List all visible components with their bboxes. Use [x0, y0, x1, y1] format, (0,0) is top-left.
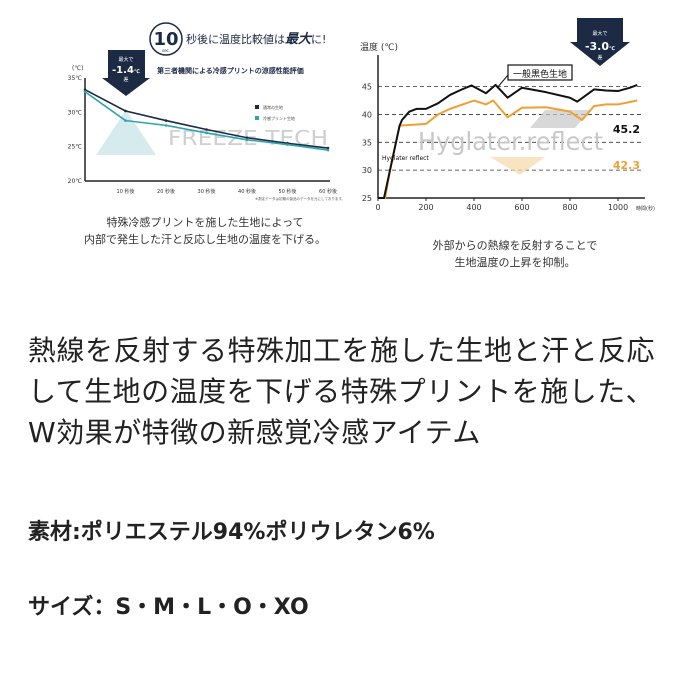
x-axis-label-right: 時間(秒) [636, 205, 655, 212]
svg-text:秒後に温度比較値は最大に!: 秒後に温度比較値は最大に! [186, 31, 326, 47]
legend-label-cool: 冷感プリント生地 [263, 115, 295, 121]
footnote: ※測定データは初期の製品のデータを元にしております。 [255, 196, 345, 201]
chart-subtitle: 第三者機関による冷感プリントの涼感性能評価 [157, 66, 304, 75]
x-tick-label: 10 秒後 [117, 188, 135, 195]
y-tick-label: 20℃ [68, 178, 83, 185]
arrow-label-bottom: 差 [123, 76, 128, 83]
charts-graphic: 10 sec. 秒後に温度比較値は最大に! 第三者機関による冷感プリントの涼感性… [68, 18, 655, 212]
y-tick-label: 30℃ [68, 109, 83, 116]
data-point [83, 90, 87, 94]
y-tick-label: 45 [362, 83, 372, 92]
x-tick-label: 600 [514, 203, 529, 212]
headline: 10 sec. 秒後に温度比較値は最大に! 第三者機関による冷感プリントの涼感性… [149, 22, 326, 75]
hyglater-watermark: Hyglater.reflect [418, 127, 603, 156]
freeze-tech-badge-text: FREEZE TECH [109, 156, 144, 162]
legend-swatch-normal [255, 105, 259, 109]
right-caption-line1: 外部からの熱線を反射することで [432, 239, 598, 252]
arrow-value-right: -3.0 [585, 40, 609, 53]
material-spec: 素材:ポリエステル94%ポリウレタン6% [28, 520, 435, 545]
svg-text:-3.0℃: -3.0℃ [585, 40, 615, 53]
x-tick-label: 60 秒後 [319, 188, 337, 195]
headline-text-a: 秒後に温度比較値は [186, 32, 285, 46]
data-point [164, 124, 168, 127]
product-description: 熱線を反射する特殊加工を施した生地と汗と反応 して生地の温度を下げる特殊プリント… [28, 330, 655, 453]
headline-text-b: に! [311, 33, 326, 46]
left-caption: 特殊冷感プリントを施した生地によって 内部で発生した汗と反応し生地の温度を下げる… [60, 214, 350, 248]
arrow-label-top-right: 最大で [592, 30, 607, 37]
svg-text:-1.4℃: -1.4℃ [112, 65, 140, 76]
y-tick-label: 35 [362, 138, 372, 147]
y-axis-label: (℃) [72, 65, 83, 72]
x-tick-label: 20 秒後 [157, 188, 175, 195]
freeze-tech-badge [96, 110, 156, 155]
right-caption-line2: 生地温度の上昇を抑制。 [454, 256, 576, 269]
series-callout-box [507, 64, 573, 81]
x-tick-label: 1000 [608, 203, 628, 212]
y-tick-label: 40 [362, 110, 372, 119]
y-tick-label: 30 [362, 166, 372, 175]
x-tick-label: 200 [418, 203, 433, 212]
value-orange: 42.3 [613, 159, 640, 172]
series-callout-label: 一般黒色生地 [513, 68, 567, 80]
x-tick-label: 400 [466, 203, 481, 212]
headline-bold: 最大 [285, 31, 313, 47]
down-arrow-icon [102, 50, 150, 96]
y-axis-label-right: 温度 (℃) [360, 41, 398, 53]
legend-swatch-cool [255, 116, 259, 120]
data-point [205, 131, 208, 135]
x-tick-label: 40 秒後 [238, 188, 256, 195]
down-arrow-icon-right [570, 18, 630, 66]
data-point [286, 143, 289, 146]
callout-pointer [496, 74, 509, 89]
data-point [124, 119, 127, 122]
x-tick-label: 50 秒後 [279, 188, 297, 195]
y-tick-label: 25 [362, 194, 372, 203]
y-tick-label: 35℃ [68, 75, 83, 82]
data-point [245, 138, 249, 142]
data-point [205, 128, 208, 131]
description-line1: 熱線を反射する特殊加工を施した生地と汗と反応 [28, 334, 656, 367]
arrow-unit: ℃ [134, 69, 140, 75]
x-tick-label: 30 秒後 [198, 188, 216, 195]
data-point [164, 119, 168, 122]
description-line2: して生地の温度を下げる特殊プリントを施した、 [28, 375, 655, 408]
x-tick-label: 800 [562, 203, 577, 212]
x-tick-label: 0 [375, 203, 380, 212]
headline-unit: sec. [162, 48, 170, 53]
arrow-value: -1.4 [112, 65, 134, 76]
data-point [83, 88, 87, 91]
arrow-label-bottom-right: 差 [597, 54, 602, 61]
legend-label-normal: 通常の生地 [263, 104, 283, 110]
data-point [124, 109, 127, 113]
value-black: 45.2 [613, 123, 640, 136]
series-line-0 [378, 83, 638, 199]
left-caption-line2: 内部で発生した汗と反応し生地の温度を下げる。 [84, 233, 326, 246]
timer-icon [149, 22, 183, 56]
data-point [326, 146, 330, 150]
watermark-chevron-orange [490, 157, 545, 175]
hyglater-logo: Hyglater reflect [382, 155, 429, 162]
arrow-label-top: 最大で [118, 56, 133, 63]
y-tick-label: 25℃ [68, 144, 83, 151]
arrow-unit-right: ℃ [609, 46, 615, 52]
size-spec: サイズ：S・M・L・O・XO [28, 595, 309, 620]
description-line3: W効果が特徴の新感覚冷感アイテム [28, 416, 481, 449]
headline-number: 10 [153, 29, 178, 50]
right-caption: 外部からの熱線を反射することで 生地温度の上昇を抑制。 [355, 237, 675, 271]
left-caption-line1: 特殊冷感プリントを施した生地によって [106, 216, 304, 229]
data-point [245, 136, 249, 140]
data-point [326, 148, 330, 152]
